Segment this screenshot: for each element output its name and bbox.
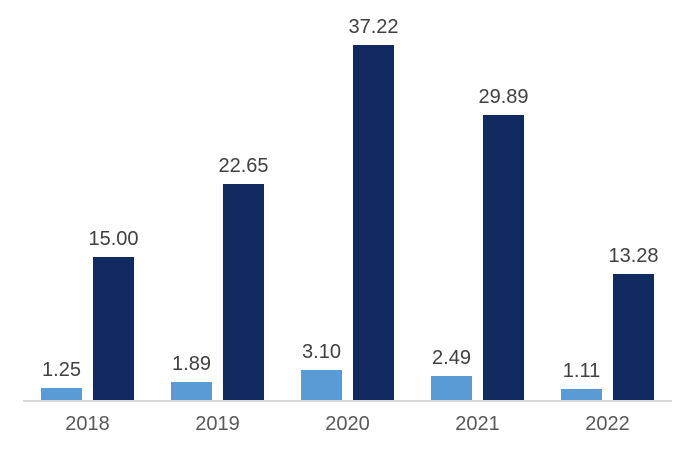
bar-series-light-blue-2018 [41,388,82,400]
x-tick-2021: 2021 [455,413,500,435]
value-label-series-dark-navy-2022: 13.28 [608,245,659,267]
x-tick-2022: 2022 [585,413,630,435]
value-label-series-light-blue-2020: 3.10 [302,341,341,363]
value-label-series-dark-navy-2018: 15.00 [88,228,139,250]
bar-series-light-blue-2020 [301,370,342,400]
x-tick-2019: 2019 [195,413,240,435]
bar-series-dark-navy-2022 [613,274,654,400]
bar-series-dark-navy-2019 [223,184,264,400]
value-label-series-dark-navy-2021: 29.89 [478,86,529,108]
value-label-series-light-blue-2021: 2.49 [432,347,471,369]
value-label-series-light-blue-2019: 1.89 [172,353,211,375]
x-tick-2018: 2018 [65,413,110,435]
x-tick-2020: 2020 [325,413,370,435]
value-label-series-light-blue-2022: 1.11 [562,360,601,382]
x-axis-line [23,400,672,402]
bar-series-light-blue-2019 [171,382,212,400]
value-label-series-dark-navy-2020: 37.22 [348,16,399,38]
bar-series-dark-navy-2020 [353,45,394,400]
value-label-series-light-blue-2018: 1.25 [42,359,81,381]
bar-series-light-blue-2021 [431,376,472,400]
bar-series-dark-navy-2018 [93,257,134,400]
bar-series-dark-navy-2021 [483,115,524,400]
value-label-series-dark-navy-2019: 22.65 [218,155,269,177]
bar-series-light-blue-2022 [561,389,602,400]
